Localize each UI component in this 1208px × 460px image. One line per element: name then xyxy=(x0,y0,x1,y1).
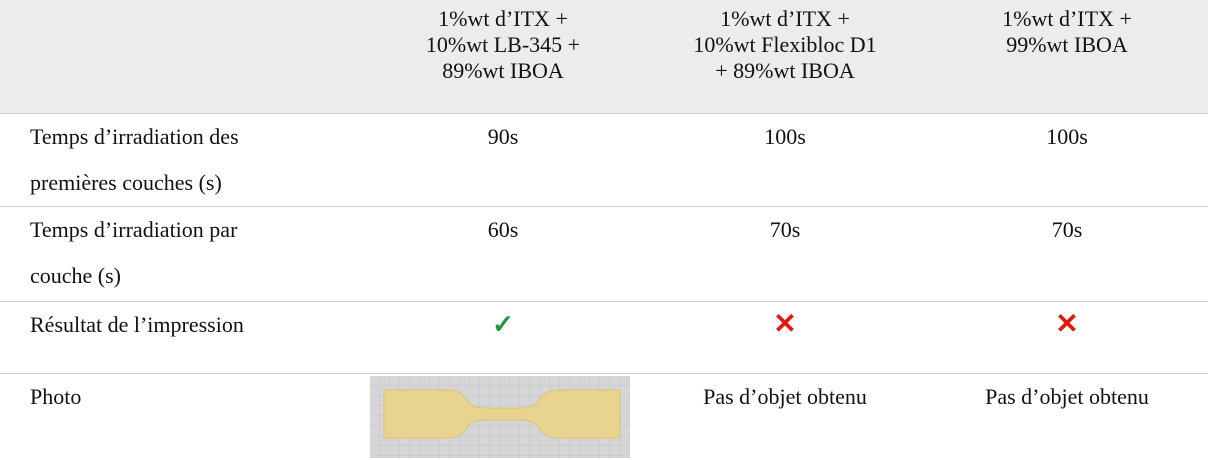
header-line: 89%wt IBOA xyxy=(442,58,564,83)
header-line: + 89%wt IBOA xyxy=(715,58,855,83)
label-line: Résultat de l’impression xyxy=(30,311,244,337)
cell: 70s xyxy=(644,206,926,302)
header-line: 1%wt d’ITX + xyxy=(720,6,850,31)
row: Temps d’irradiation par couche (s) 60s 70… xyxy=(0,206,1208,302)
label-line: Photo xyxy=(30,383,82,409)
row: Temps d’irradiation des premières couches… xyxy=(0,113,1208,207)
header-cell: 1%wt d’ITX +10%wt LB-345 +89%wt IBOA xyxy=(362,0,644,114)
cell: 100s xyxy=(926,113,1208,207)
cross-mark: ✕ xyxy=(1055,308,1079,340)
label-line: Temps d’irradiation par xyxy=(30,216,238,242)
row-label: Temps d’irradiation par couche (s) xyxy=(0,206,362,302)
check-mark: ✓ xyxy=(492,309,514,339)
cross-mark: ✕ xyxy=(773,308,797,340)
cell: Pas d’objet obtenu xyxy=(703,383,867,409)
header-line: 1%wt d’ITX + xyxy=(1002,6,1132,31)
header-cell: 1%wt d’ITX +10%wt Flexibloc D1 + 89%wt IB… xyxy=(644,0,926,114)
label-line: premières couches (s) xyxy=(30,169,222,195)
cell: ✕ xyxy=(926,301,1208,374)
header-row: 1%wt d’ITX +10%wt LB-345 +89%wt IBOA 1%w… xyxy=(0,0,1208,114)
row: Photo Pas d’objet obtenu Pas d’objet obt… xyxy=(0,373,1208,460)
row-label: Résultat de l’impression xyxy=(0,301,362,374)
header-line: 1%wt d’ITX + xyxy=(438,6,568,31)
photo xyxy=(370,375,630,458)
label-line: couche (s) xyxy=(30,262,122,288)
photo-cell xyxy=(362,373,644,460)
cell: Pas d’objet obtenu xyxy=(985,383,1149,409)
header-corner xyxy=(0,0,362,114)
cell: ✕ xyxy=(644,301,926,374)
cell: 60s xyxy=(362,206,644,302)
header-line: 10%wt Flexibloc D1 xyxy=(693,32,877,57)
cell: 100s xyxy=(644,113,926,207)
cell: ✓ xyxy=(362,301,644,374)
row: Résultat de l’impression ✓ ✕ ✕ xyxy=(0,301,1208,374)
header-cell: 1%wt d’ITX +99%wt IBOA xyxy=(926,0,1208,114)
header-line: 10%wt LB-345 + xyxy=(425,32,581,57)
row-label: Photo xyxy=(0,373,362,460)
row-label: Temps d’irradiation des premières couches… xyxy=(0,113,362,207)
cell: 90s xyxy=(362,113,644,207)
cell: 70s xyxy=(926,206,1208,302)
label-line: Temps d’irradiation des xyxy=(30,123,239,149)
header-line: 99%wt IBOA xyxy=(1006,32,1128,57)
